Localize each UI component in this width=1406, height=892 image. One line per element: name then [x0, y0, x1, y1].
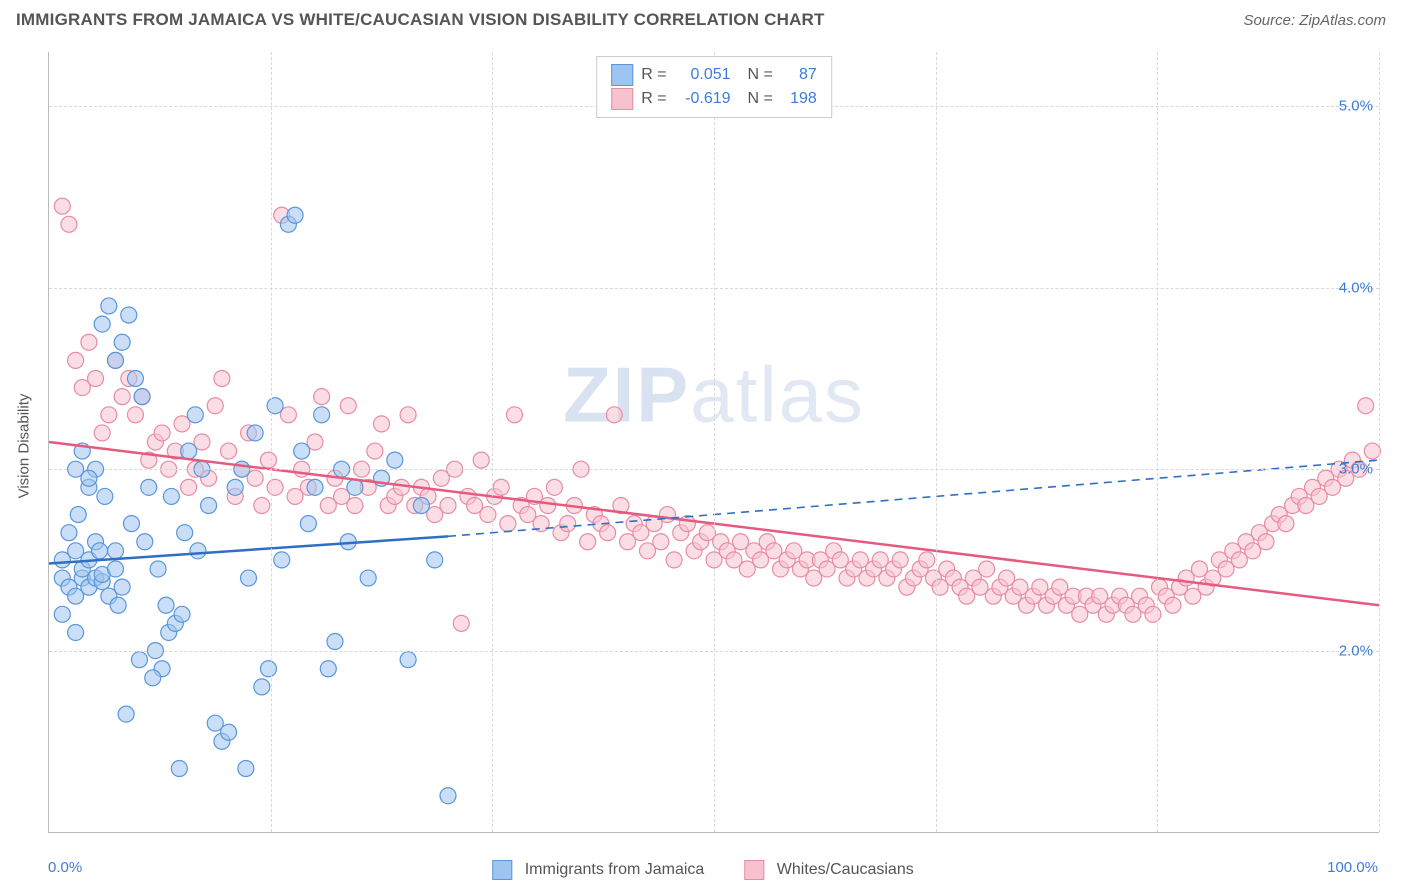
legend-item-blue: Immigrants from Jamaica — [492, 860, 704, 880]
chart-plot-area: ZIPatlas R =0.051 N =87 R =-0.619 N =198… — [48, 52, 1379, 833]
swatch-pink-icon — [611, 88, 633, 110]
y-tick-label: 4.0% — [1339, 279, 1373, 296]
source-label: Source: ZipAtlas.com — [1243, 12, 1386, 29]
y-tick-label: 5.0% — [1339, 98, 1373, 115]
x-min-label: 0.0% — [48, 859, 82, 876]
y-tick-label: 3.0% — [1339, 461, 1373, 478]
correlation-stats-box: R =0.051 N =87 R =-0.619 N =198 — [596, 56, 832, 118]
y-tick-label: 2.0% — [1339, 642, 1373, 659]
swatch-blue-icon — [611, 64, 633, 86]
x-max-label: 100.0% — [1327, 859, 1378, 876]
stat-row-pink: R =-0.619 N =198 — [611, 87, 817, 111]
y-axis-label: Vision Disability — [16, 394, 33, 499]
stat-row-blue: R =0.051 N =87 — [611, 63, 817, 87]
legend-swatch-pink-icon — [744, 860, 764, 880]
chart-title: IMMIGRANTS FROM JAMAICA VS WHITE/CAUCASI… — [16, 10, 825, 30]
series-legend: Immigrants from Jamaica Whites/Caucasian… — [492, 860, 913, 880]
legend-swatch-blue-icon — [492, 860, 512, 880]
legend-item-pink: Whites/Caucasians — [744, 860, 913, 880]
